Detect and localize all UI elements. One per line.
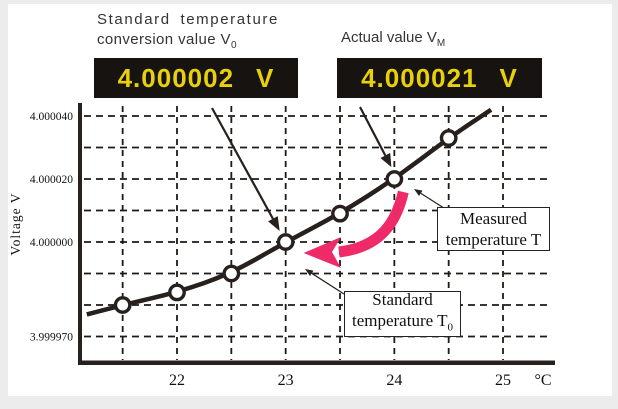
standard-callout-subscript: 0 — [447, 321, 454, 334]
standard-value-display: 4.000002 V — [94, 58, 298, 98]
standard-conversion-label: Standard temperature conversion value V0 — [97, 10, 279, 55]
standard-conversion-label-subscript: 0 — [230, 39, 237, 51]
x-tick-label: 25 — [495, 372, 511, 389]
data-point — [331, 204, 349, 223]
standard-callout-arrow — [311, 272, 345, 295]
standard-value-pointer-arrow-head — [268, 216, 280, 231]
correction-arrow — [338, 190, 409, 258]
standard-conversion-label-line1: Standard temperature — [97, 11, 279, 28]
x-axis-unit: °C — [534, 372, 551, 389]
standard-value-pointer-arrow — [211, 107, 274, 220]
standard-callout-line2-text: temperature T — [351, 311, 448, 331]
actual-display-unit: V — [499, 62, 518, 93]
correction-arrow-head — [303, 237, 341, 268]
measured-callout-line1: Measured — [459, 209, 528, 228]
actual-display-value: 4.000021 — [361, 62, 478, 93]
standard-callout-line1: Standard — [372, 290, 433, 310]
y-axis-title: Voltage V — [8, 193, 23, 256]
y-tick-label: 4.000000 — [30, 237, 73, 249]
measured-callout-line2: temperature T — [445, 230, 542, 249]
standard-callout-arrow-head — [305, 269, 314, 277]
temperature-voltage-curve — [86, 107, 493, 317]
y-axis — [78, 103, 82, 365]
measured-temperature-callout: Measured temperature T — [437, 207, 550, 251]
actual-value-label: Actual value VM — [341, 28, 445, 54]
data-point — [168, 283, 186, 302]
x-tick-label: 24 — [386, 372, 402, 389]
actual-value-label-text: Actual value V — [341, 29, 437, 46]
data-point — [385, 170, 404, 188]
actual-value-display: 4.000021 V — [337, 58, 542, 98]
standard-display-value: 4.000002 — [117, 62, 235, 93]
y-tick-label: 4.000040 — [30, 111, 73, 123]
data-point — [439, 129, 458, 147]
actual-value-pointer-arrow-head — [380, 152, 392, 167]
x-tick-label: 23 — [278, 372, 294, 389]
y-tick-label: 4.000020 — [30, 174, 73, 186]
x-axis — [78, 360, 555, 365]
standard-display-unit: V — [256, 62, 275, 93]
data-point — [276, 233, 295, 251]
y-tick-label: 3.999970 — [30, 332, 73, 344]
standard-conversion-label-line2-text: conversion value V — [97, 30, 231, 48]
standard-conversion-label-line2: conversion value V0 — [97, 30, 279, 56]
actual-value-pointer-arrow — [359, 106, 387, 156]
actual-value-label-subscript: M — [436, 38, 446, 49]
standard-callout-line2: temperature T0 — [345, 310, 460, 338]
standard-temperature-callout: Standard temperature T0 — [344, 290, 461, 338]
x-tick-label: 22 — [169, 372, 185, 389]
measured-callout-arrow-head — [414, 189, 423, 196]
data-point — [222, 264, 241, 283]
data-point — [113, 296, 132, 314]
